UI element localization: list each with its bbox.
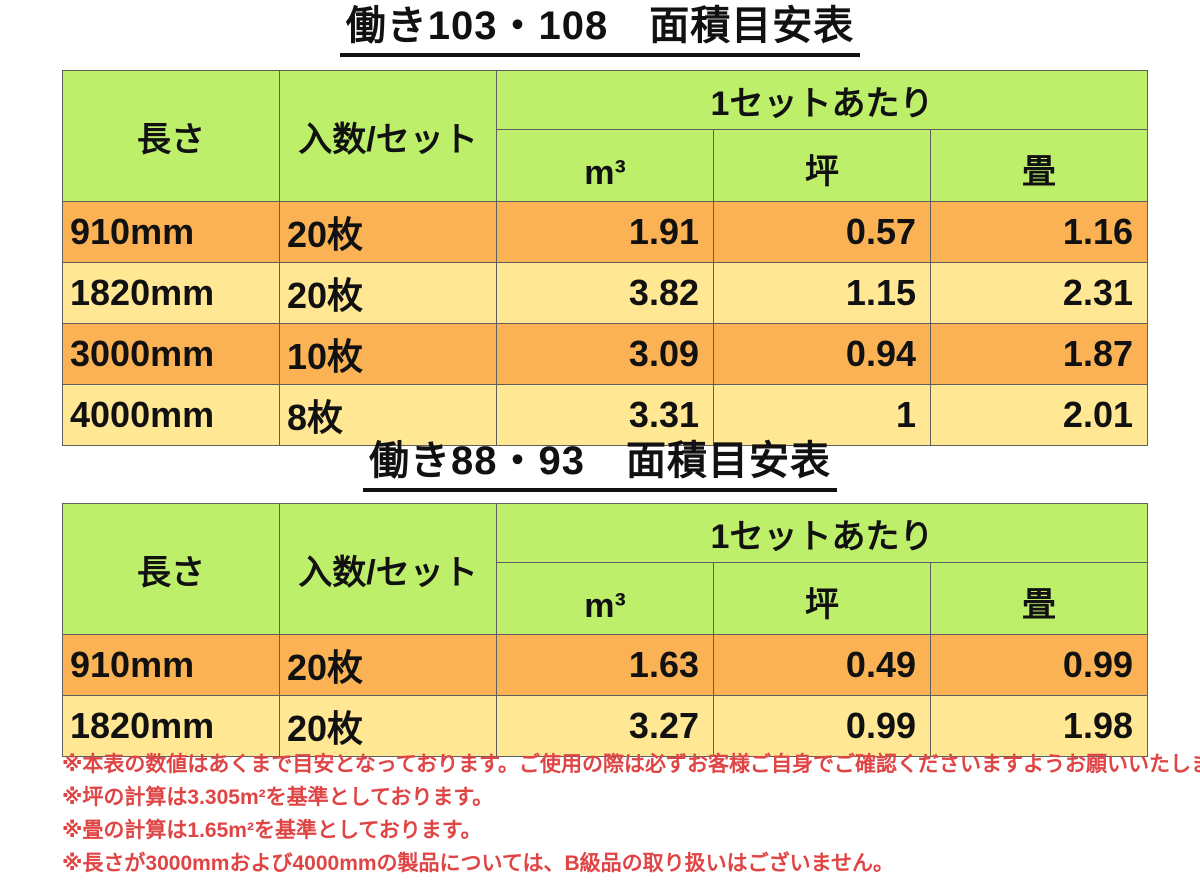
table-row: 3000mm 10枚 3.09 0.94 1.87 [62,323,1148,385]
area-table-88-93: 長さ 入数/セット 1セットあたり m³ 坪 畳 910mm 20枚 1.63 … [62,503,1148,757]
tsubo-cell: 1 [713,384,931,446]
count-cell: 8枚 [279,384,497,446]
unit-header-tsubo: 坪 [713,562,931,635]
table-row: 4000mm 8枚 3.31 1 2.01 [62,384,1148,446]
table-header-row: 長さ 入数/セット 1セットあたり [62,503,1148,635]
m3-cell: 3.31 [496,384,714,446]
tsubo-cell: 1.15 [713,262,931,324]
table-row: 910mm 20枚 1.63 0.49 0.99 [62,634,1148,696]
length-column-header: 長さ [62,70,280,202]
page-title-88-93-text: 働き88・93 面積目安表 [363,437,837,492]
jou-cell: 2.31 [930,262,1148,324]
jou-cell: 2.01 [930,384,1148,446]
page-title-103-108: 働き103・108 面積目安表 [0,2,1200,57]
length-column-header: 長さ [62,503,280,635]
footnote-jou-basis: ※畳の計算は1.65m²を基準としております。 [62,819,482,842]
unit-header-jou: 畳 [930,562,1148,635]
count-per-set-column-header: 入数/セット [279,70,497,202]
unit-header-m3: m³ [496,129,714,202]
table-unit-header-row: m³ 坪 畳 [63,562,1148,635]
unit-header-jou: 畳 [930,129,1148,202]
m3-cell: 3.82 [496,262,714,324]
tsubo-cell: 0.57 [713,201,931,263]
table-row: 1820mm 20枚 3.82 1.15 2.31 [62,262,1148,324]
unit-header-tsubo: 坪 [713,129,931,202]
jou-cell: 1.16 [930,201,1148,263]
count-cell: 20枚 [279,201,497,263]
table-header-row: 長さ 入数/セット 1セットあたり [62,70,1148,202]
area-table-103-108: 長さ 入数/セット 1セットあたり m³ 坪 畳 910mm 20枚 1.91 … [62,70,1148,446]
jou-cell: 0.99 [930,634,1148,696]
tsubo-cell: 0.49 [713,634,931,696]
tsubo-cell: 0.94 [713,323,931,385]
table-row: 1820mm 20枚 3.27 0.99 1.98 [62,695,1148,757]
footnotes: ※本表の数値はあくまで目安となっております。ご使用の際は必ずお客様ご自身でご確認… [62,748,1200,880]
count-cell: 10枚 [279,323,497,385]
length-cell: 1820mm [62,262,280,324]
length-cell: 910mm [62,634,280,696]
page-title-88-93: 働き88・93 面積目安表 [0,437,1200,492]
count-cell: 20枚 [279,695,497,757]
count-per-set-column-header: 入数/セット [279,503,497,635]
unit-header-m3: m³ [496,562,714,635]
per-set-group-header: 1セットあたり [496,70,1148,130]
footnote-b-grade: ※長さが3000mmおよび4000mmの製品については、B級品の取り扱いはござい… [62,852,895,875]
per-set-group-header: 1セットあたり [496,503,1148,563]
page-title-103-108-text: 働き103・108 面積目安表 [339,2,861,57]
length-cell: 4000mm [62,384,280,446]
m3-cell: 3.27 [496,695,714,757]
jou-cell: 1.98 [930,695,1148,757]
m3-cell: 1.91 [496,201,714,263]
jou-cell: 1.87 [930,323,1148,385]
footnote-disclaimer: ※本表の数値はあくまで目安となっております。ご使用の際は必ずお客様ご自身でご確認… [62,753,1200,776]
tsubo-cell: 0.99 [713,695,931,757]
m3-cell: 1.63 [496,634,714,696]
m3-cell: 3.09 [496,323,714,385]
table-row: 910mm 20枚 1.91 0.57 1.16 [62,201,1148,263]
length-cell: 1820mm [62,695,280,757]
count-cell: 20枚 [279,634,497,696]
length-cell: 3000mm [62,323,280,385]
table-unit-header-row: m³ 坪 畳 [63,129,1148,202]
footnote-tsubo-basis: ※坪の計算は3.305m²を基準としております。 [62,786,494,809]
count-cell: 20枚 [279,262,497,324]
length-cell: 910mm [62,201,280,263]
